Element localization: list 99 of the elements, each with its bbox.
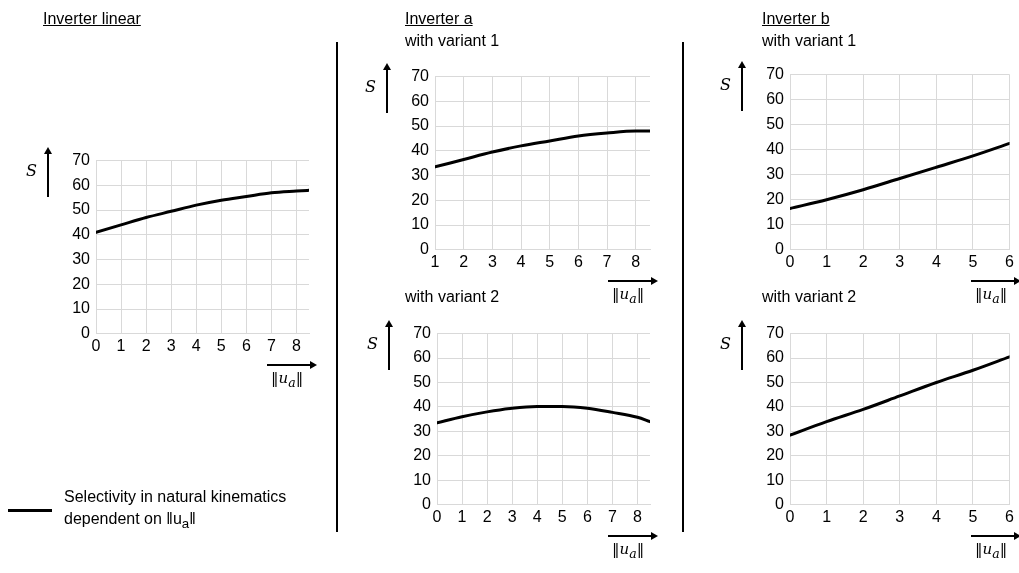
y-axis-title: S	[365, 77, 376, 96]
y-axis-title: S	[720, 334, 731, 353]
x-axis-title: ‖u$_{a}$‖	[975, 285, 1008, 308]
x-tick-label: 3	[487, 252, 497, 270]
line-series	[96, 188, 309, 234]
y-tick-label: 70	[72, 151, 91, 169]
y-tick-label: 0	[422, 495, 432, 513]
chart-title: Inverter linear	[43, 10, 141, 28]
y-tick-label: 60	[413, 348, 432, 366]
x-tick-label: 3	[507, 507, 517, 525]
y-tick-label: 40	[411, 141, 430, 159]
y-tick-label: 10	[72, 299, 91, 317]
y-tick-label: 10	[766, 215, 785, 233]
x-tick-label: 2	[858, 507, 868, 525]
y-tick-label: 70	[766, 324, 785, 342]
x-tick-label: 1	[457, 507, 467, 525]
x-tick-label: 2	[459, 252, 469, 270]
x-tick-label: 6	[241, 336, 251, 354]
x-tick-label: 3	[895, 507, 905, 525]
x-tick-label: 5	[968, 252, 978, 270]
y-tick-label: 20	[72, 274, 91, 292]
x-tick-label: 8	[633, 507, 643, 525]
x-tick-label: 7	[602, 252, 612, 270]
chart-subtitle: with variant 1	[762, 32, 857, 50]
line-series	[790, 141, 1010, 210]
x-axis-title: ‖u$_{a}$‖	[612, 540, 645, 563]
x-tick-label: 2	[858, 252, 868, 270]
y-tick-label: 30	[766, 421, 785, 439]
y-tick-label: 30	[411, 165, 430, 183]
y-tick-label: 60	[72, 175, 91, 193]
x-tick-label: 6	[573, 252, 583, 270]
x-tick-label: 5	[557, 507, 567, 525]
x-axis-title: ‖u$_{a}$‖	[612, 285, 645, 308]
y-tick-label: 50	[766, 372, 785, 390]
x-tick-label: 6	[582, 507, 592, 525]
chart-title: with variant 2	[762, 288, 857, 306]
y-tick-label: 0	[420, 240, 430, 258]
x-tick-label: 1	[430, 252, 440, 270]
x-tick-label: 1	[822, 252, 832, 270]
x-tick-label: 2	[141, 336, 151, 354]
y-tick-label: 50	[411, 116, 430, 134]
y-tick-label: 20	[413, 446, 432, 464]
y-tick-label: 20	[766, 446, 785, 464]
line-series	[435, 129, 650, 169]
y-axis-title: S	[720, 75, 731, 94]
x-tick-label: 5	[545, 252, 555, 270]
x-tick-label: 3	[895, 252, 905, 270]
y-tick-label: 30	[766, 165, 785, 183]
y-tick-label: 70	[766, 65, 785, 83]
x-tick-label: 6	[1005, 252, 1015, 270]
x-axis-title: ‖u$_{a}$‖	[975, 540, 1008, 563]
y-tick-label: 40	[413, 397, 432, 415]
y-tick-label: 10	[766, 470, 785, 488]
x-tick-label: 7	[607, 507, 617, 525]
y-tick-label: 60	[411, 91, 430, 109]
line-series	[790, 355, 1010, 437]
x-tick-label: 4	[191, 336, 201, 354]
x-tick-label: 4	[931, 507, 941, 525]
y-tick-label: 70	[413, 324, 432, 342]
x-tick-label: 2	[482, 507, 492, 525]
chart-subtitle: with variant 1	[405, 32, 500, 50]
y-tick-label: 30	[413, 421, 432, 439]
x-tick-label: 4	[516, 252, 526, 270]
y-tick-label: 0	[775, 495, 785, 513]
x-tick-label: 6	[1005, 507, 1015, 525]
x-tick-label: 5	[968, 507, 978, 525]
x-tick-label: 1	[822, 507, 832, 525]
y-tick-label: 10	[411, 215, 430, 233]
y-tick-label: 20	[411, 190, 430, 208]
y-tick-label: 20	[766, 190, 785, 208]
x-tick-label: 3	[166, 336, 176, 354]
x-tick-label: 4	[931, 252, 941, 270]
chart-title: Inverter a	[405, 10, 473, 28]
x-tick-label: 4	[532, 507, 542, 525]
y-tick-label: 50	[766, 115, 785, 133]
x-tick-label: 8	[631, 252, 641, 270]
legend-label: Selectivity in natural kinematics dependent on ‖u$_{a}$‖	[64, 487, 288, 534]
y-tick-label: 50	[72, 200, 91, 218]
y-tick-label: 60	[766, 90, 785, 108]
y-tick-label: 10	[413, 470, 432, 488]
y-tick-label: 30	[72, 249, 91, 267]
y-tick-label: 40	[72, 225, 91, 243]
y-tick-label: 0	[775, 240, 785, 258]
x-axis-title: ‖u$_{a}$‖	[271, 369, 304, 392]
y-tick-label: 0	[81, 324, 91, 342]
y-tick-label: 40	[766, 397, 785, 415]
chart-title: Inverter b	[762, 10, 830, 28]
x-tick-label: 1	[116, 336, 126, 354]
line-series	[437, 404, 650, 425]
y-tick-label: 50	[413, 372, 432, 390]
x-tick-label: 7	[266, 336, 276, 354]
y-axis-title: S	[367, 334, 378, 353]
y-tick-label: 70	[411, 67, 430, 85]
y-tick-label: 40	[766, 140, 785, 158]
chart-title: with variant 2	[405, 288, 500, 306]
x-tick-label: 5	[216, 336, 226, 354]
x-tick-label: 8	[292, 336, 302, 354]
y-tick-label: 60	[766, 348, 785, 366]
y-axis-title: S	[26, 161, 37, 180]
